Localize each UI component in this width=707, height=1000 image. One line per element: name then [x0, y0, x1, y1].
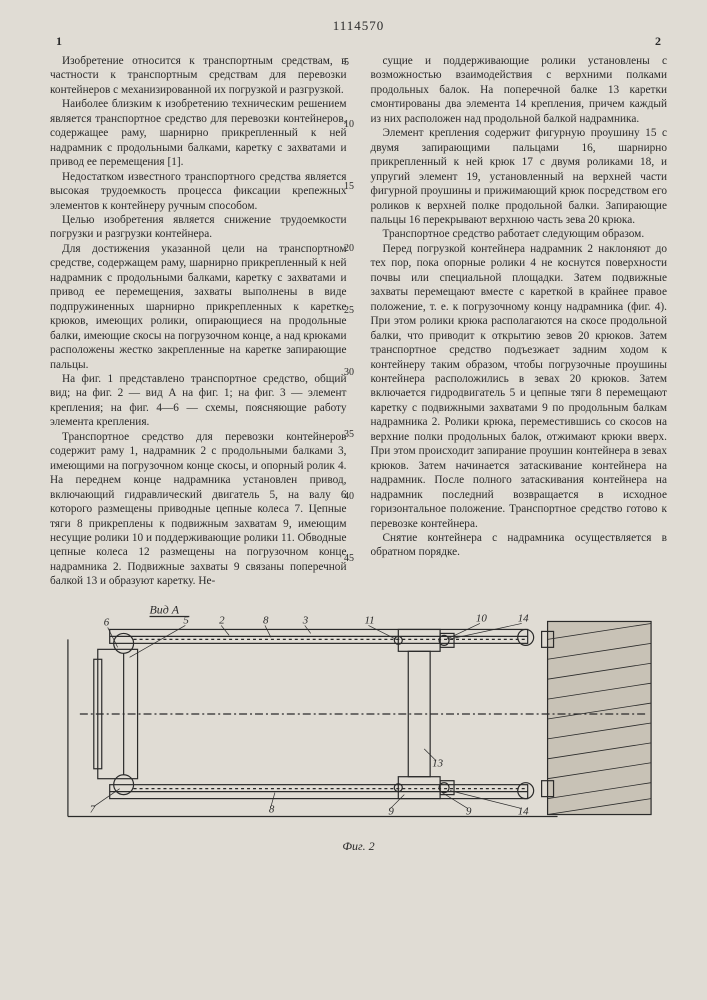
- svg-text:8: 8: [263, 614, 269, 626]
- paragraph: Для достижения указанной цели на транспо…: [50, 242, 347, 372]
- paragraph: сущие и поддерживающие ролики установлен…: [371, 54, 668, 126]
- figure-caption: Фиг. 2: [50, 839, 667, 854]
- paragraph: Снятие контейнера с надрамника осуществл…: [371, 531, 668, 560]
- svg-text:6: 6: [104, 616, 110, 628]
- paragraph: Перед погрузкой контейнера надрамник 2 н…: [371, 242, 668, 531]
- paragraph: Транспортное средство для перевозки конт…: [50, 430, 347, 589]
- line-ref: 15: [344, 182, 354, 192]
- paragraph: Транспортное средство работает следующим…: [371, 227, 668, 241]
- paragraph: Целью изобретения является снижение труд…: [50, 213, 347, 242]
- line-ref: 40: [344, 492, 354, 502]
- svg-text:14: 14: [518, 612, 529, 624]
- line-ref: 30: [344, 368, 354, 378]
- svg-text:14: 14: [518, 805, 529, 817]
- paragraph: Изобретение относится к транспортным сре…: [50, 54, 347, 97]
- figure-2: Вид А: [50, 599, 667, 837]
- fig-top-label: Вид А: [150, 602, 180, 616]
- line-ref: 10: [344, 120, 354, 130]
- line-ref: 20: [344, 244, 354, 254]
- svg-text:7: 7: [90, 803, 96, 815]
- patent-number: 1114570: [50, 18, 667, 34]
- svg-text:3: 3: [302, 614, 309, 626]
- svg-text:2: 2: [219, 614, 225, 626]
- line-ref: 5: [344, 58, 354, 68]
- paragraph: Элемент крепления содержит фигурную проу…: [371, 126, 668, 227]
- svg-text:9: 9: [466, 805, 472, 817]
- svg-text:8: 8: [269, 803, 275, 815]
- paragraph: Наиболее близким к изобретению техническ…: [50, 97, 347, 169]
- column-right: сущие и поддерживающие ролики установлен…: [371, 54, 668, 589]
- svg-text:10: 10: [476, 612, 487, 624]
- paragraph: Недостатком известного транспортного сре…: [50, 170, 347, 213]
- line-ref: 25: [344, 306, 354, 316]
- line-reference-numbers: 5 10 15 20 25 30 35 40 45: [344, 58, 354, 564]
- line-ref: 35: [344, 430, 354, 440]
- text-columns: Изобретение относится к транспортным сре…: [50, 54, 667, 589]
- svg-text:13: 13: [432, 758, 443, 770]
- svg-text:11: 11: [364, 614, 374, 626]
- column-left: Изобретение относится к транспортным сре…: [50, 54, 347, 589]
- page-number-right: 2: [655, 34, 661, 49]
- svg-text:5: 5: [183, 614, 189, 626]
- paragraph: На фиг. 1 представлено транспортное сред…: [50, 372, 347, 430]
- page-number-left: 1: [56, 34, 62, 49]
- line-ref: 45: [344, 554, 354, 564]
